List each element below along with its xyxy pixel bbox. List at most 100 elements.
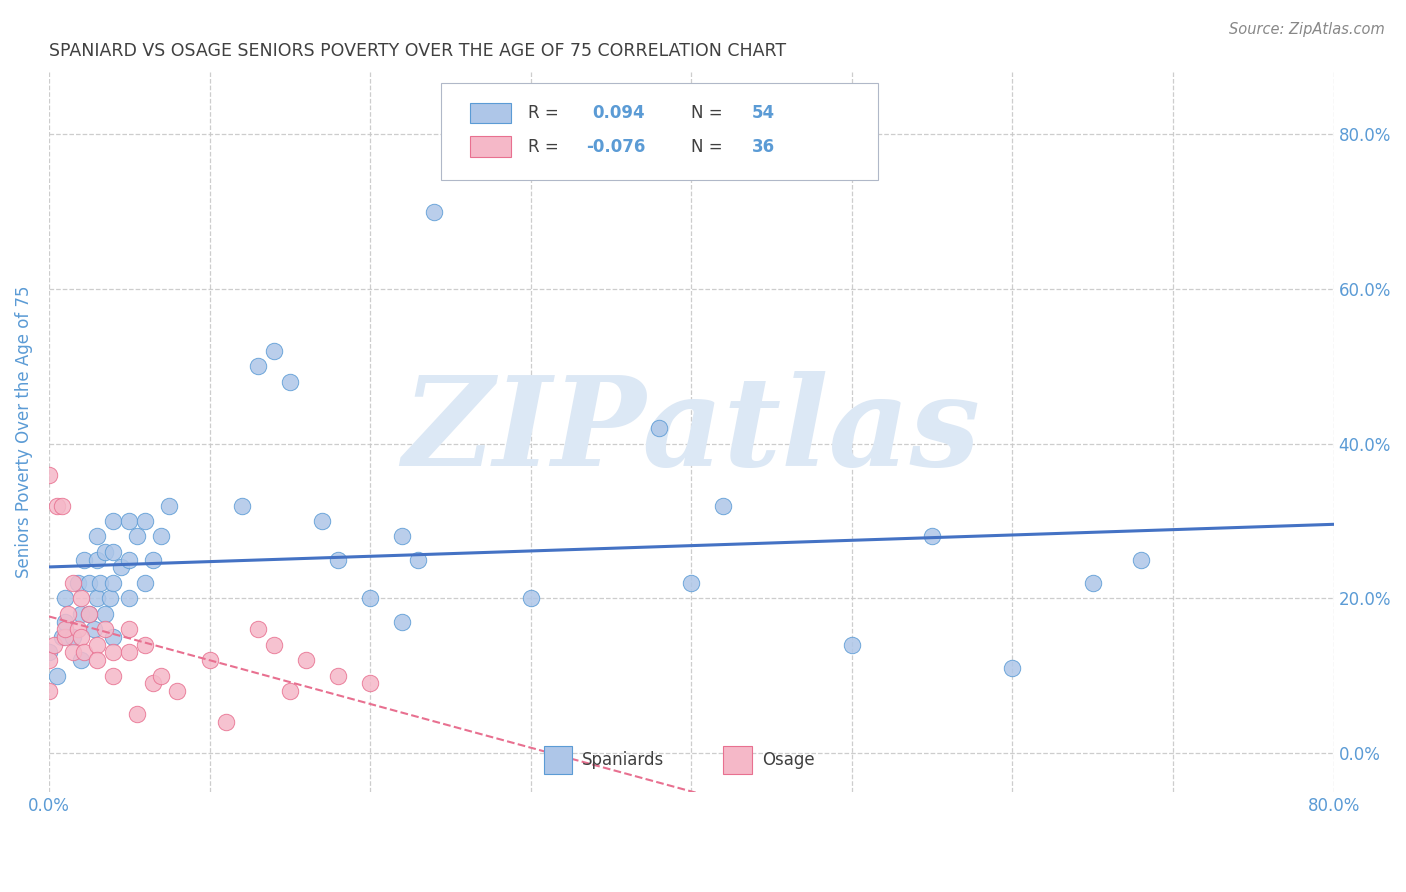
Point [58,607,80,621]
Text: N =: N = [692,137,728,155]
Point [53,591,76,606]
Point [359,591,381,606]
Point [391,615,413,629]
Point [70,607,93,621]
Point [89,575,111,590]
Point [38,645,60,659]
Point [42,638,65,652]
Point [38,653,60,667]
Point [70,591,93,606]
Point [648,421,671,435]
Point [246,359,269,374]
Text: R =: R = [529,104,564,122]
Point [134,514,156,528]
Point [110,560,132,574]
Point [77,607,100,621]
Text: R =: R = [529,137,564,155]
Point [94,607,117,621]
Point [134,575,156,590]
Point [127,529,149,543]
Point [150,529,173,543]
Point [118,552,141,566]
Point [86,638,108,652]
Point [142,552,165,566]
Point [94,622,117,636]
Point [46,668,69,682]
Point [103,575,125,590]
Point [53,615,76,629]
Point [62,630,84,644]
Point [713,499,735,513]
Point [408,552,430,566]
Point [841,638,863,652]
Text: N =: N = [692,104,728,122]
Point [246,622,269,636]
Point [118,622,141,636]
Point [157,499,180,513]
Point [231,499,253,513]
Point [70,653,93,667]
Point [278,684,301,698]
Point [103,645,125,659]
Point [66,575,89,590]
Point [53,622,76,636]
Point [921,529,943,543]
Y-axis label: Seniors Poverty Over the Age of 75: Seniors Poverty Over the Age of 75 [15,285,32,578]
Text: -0.076: -0.076 [586,137,645,155]
Point [263,638,285,652]
Point [118,514,141,528]
Point [86,529,108,543]
Point [311,514,333,528]
Point [51,630,73,644]
Point [94,545,117,559]
FancyBboxPatch shape [724,747,752,773]
Text: Source: ZipAtlas.com: Source: ZipAtlas.com [1229,22,1385,37]
Point [103,630,125,644]
Point [83,622,105,636]
Point [166,684,188,698]
Text: 36: 36 [752,137,775,155]
Text: 54: 54 [752,104,775,122]
Point [1001,661,1024,675]
Point [681,575,703,590]
Point [118,591,141,606]
FancyBboxPatch shape [471,103,512,123]
Point [103,545,125,559]
Point [1129,552,1152,566]
Point [326,668,349,682]
Point [51,499,73,513]
Point [278,375,301,389]
Point [77,575,100,590]
FancyBboxPatch shape [441,83,877,180]
Point [66,622,89,636]
Point [86,552,108,566]
Point [38,467,60,482]
Point [295,653,318,667]
Text: SPANIARD VS OSAGE SENIORS POVERTY OVER THE AGE OF 75 CORRELATION CHART: SPANIARD VS OSAGE SENIORS POVERTY OVER T… [49,42,786,60]
Point [62,575,84,590]
Point [38,684,60,698]
Point [198,653,221,667]
Point [118,645,141,659]
Point [103,514,125,528]
Point [53,630,76,644]
Point [103,668,125,682]
Point [70,630,93,644]
Point [519,591,541,606]
Point [127,707,149,722]
FancyBboxPatch shape [471,136,512,157]
Point [263,343,285,358]
Point [46,499,69,513]
Point [326,552,349,566]
Text: Osage: Osage [762,751,814,769]
Text: Spaniards: Spaniards [582,751,665,769]
Point [150,668,173,682]
Point [77,607,100,621]
Point [73,552,96,566]
Point [86,591,108,606]
Point [359,676,381,690]
Point [73,645,96,659]
Point [1081,575,1104,590]
Point [86,653,108,667]
Text: 0.094: 0.094 [592,104,645,122]
